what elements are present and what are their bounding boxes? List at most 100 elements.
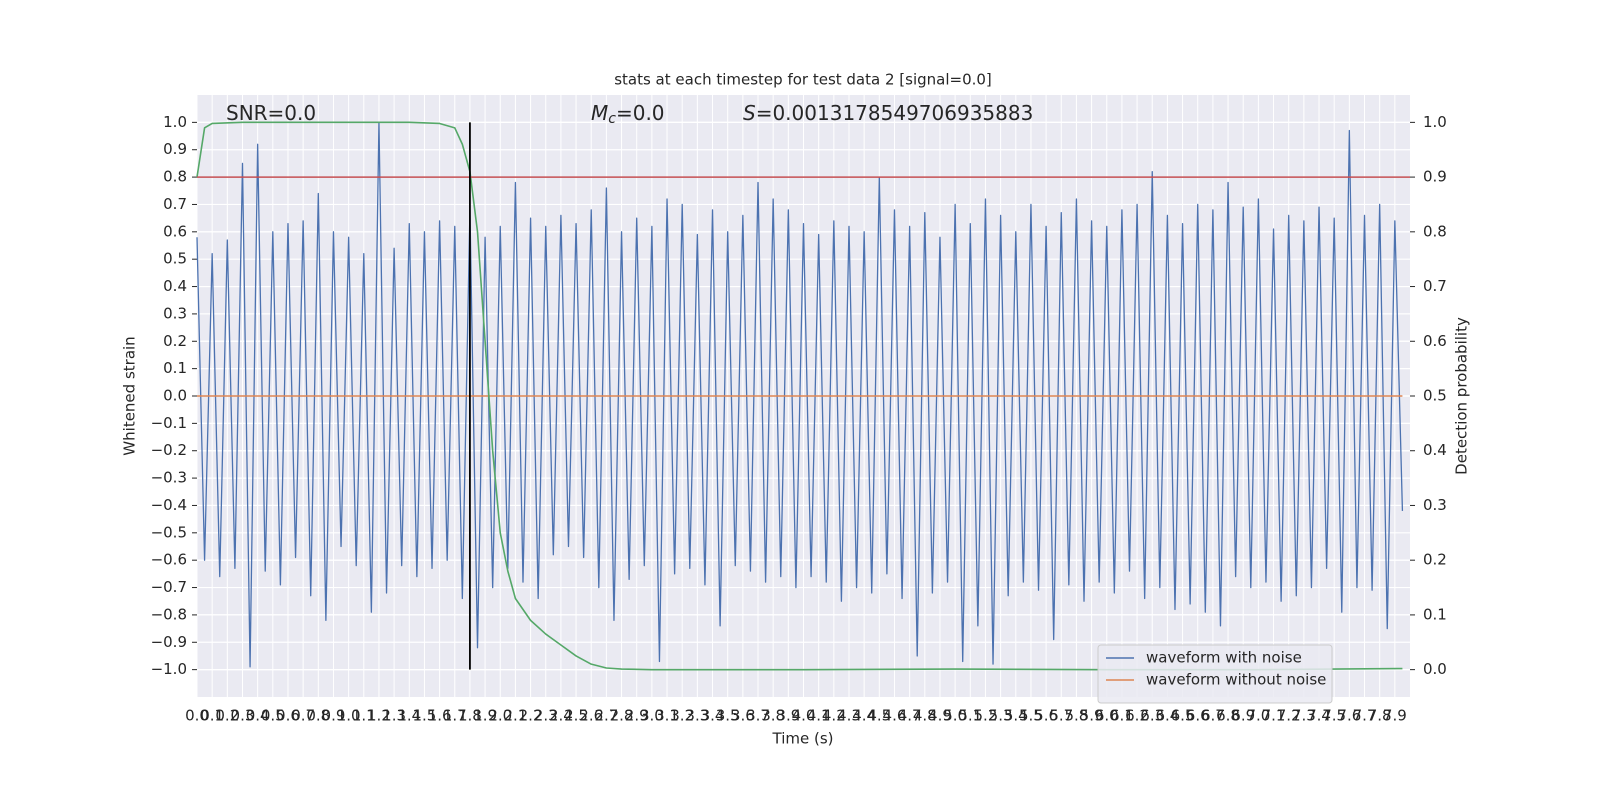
x-tick-label: 3.2	[670, 707, 694, 725]
x-tick-label: 1.5	[413, 707, 437, 725]
annotation-subscript: c	[608, 111, 616, 127]
x-tick-label: 6.4	[1155, 707, 1179, 725]
x-tick-label: 2.5	[564, 707, 588, 725]
x-tick-label: 2.4	[549, 707, 573, 725]
annotation: SNR=0.0	[226, 101, 316, 125]
x-tick-label: 1.4	[397, 707, 421, 725]
x-tick-label: 2.3	[534, 707, 558, 725]
x-tick-label: 1.1	[352, 707, 376, 725]
annotation-symbol: S	[743, 101, 756, 125]
x-tick-label: 3.3	[685, 707, 709, 725]
x-tick-label: 1.9	[473, 707, 497, 725]
x-tick-label: 5.6	[1034, 707, 1058, 725]
x-tick-label: 4.2	[822, 707, 846, 725]
x-tick-label: 6.0	[1095, 707, 1119, 725]
legend-label: waveform with noise	[1146, 649, 1302, 667]
x-tick-label: 6.5	[1171, 707, 1195, 725]
x-tick-label: 4.3	[837, 707, 861, 725]
y-tick-label: 0.6	[163, 222, 187, 240]
x-tick-label: 0.6	[276, 707, 300, 725]
y-tick-label: −0.2	[151, 441, 187, 459]
x-tick-label: 6.3	[1140, 707, 1164, 725]
x-tick-label: 4.5	[867, 707, 891, 725]
y-tick-label: −0.4	[151, 496, 187, 514]
x-tick-label: 1.7	[443, 707, 467, 725]
marks	[196, 121, 1410, 671]
x-tick-label: 4.4	[852, 707, 876, 725]
y2-tick-label: 0.0	[1423, 660, 1447, 678]
y-tick-label: 0.2	[163, 332, 187, 350]
x-tick-label: 6.2	[1125, 707, 1149, 725]
x-tick-label: 7.6	[1337, 707, 1361, 725]
series-line	[196, 121, 1404, 668]
x-tick-label: 7.0	[1246, 707, 1270, 725]
x-tick-label: 4.7	[898, 707, 922, 725]
y-tick-label: −0.9	[151, 633, 187, 651]
x-tick-label: 2.8	[610, 707, 634, 725]
y-tick-label: 0.3	[163, 304, 187, 322]
x-tick-label: 3.9	[776, 707, 800, 725]
y2-tick-label: 0.7	[1423, 277, 1447, 295]
legend-box	[1097, 644, 1333, 704]
x-tick-label: 7.9	[1383, 707, 1407, 725]
y-tick-label: −0.5	[151, 523, 187, 541]
y-tick-label: −0.8	[151, 605, 187, 623]
x-tick-label: 3.7	[746, 707, 770, 725]
x-tick-label: 6.6	[1186, 707, 1210, 725]
x-tick-label: 7.3	[1292, 707, 1316, 725]
x-tick-label: 2.9	[625, 707, 649, 725]
y-tick-label: 0.8	[163, 168, 187, 186]
y2-tick-label: 1.0	[1423, 113, 1447, 131]
x-tick-label: 1.6	[428, 707, 452, 725]
x-tick-label: 6.9	[1231, 707, 1255, 725]
y2-tick-label: 0.3	[1423, 496, 1447, 514]
y-tick-label: 0.0	[163, 387, 187, 405]
x-tick-label: 4.0	[792, 707, 816, 725]
x-axis-label: Time (s)	[772, 730, 834, 748]
y-tick-label: 0.5	[163, 250, 187, 268]
x-tick-label: 3.1	[655, 707, 679, 725]
y-tick-label: 1.0	[163, 113, 187, 131]
x-tick-label: 3.5	[716, 707, 740, 725]
x-tick-label: 4.1	[807, 707, 831, 725]
x-tick-label: 5.1	[958, 707, 982, 725]
annotation-text: SNR=0.0	[226, 101, 316, 125]
annotation: S=0.0013178549706935883	[743, 101, 1033, 125]
x-tick-label: 5.2	[974, 707, 998, 725]
x-tick-label: 0.0	[185, 707, 209, 725]
y-tick-label: −0.6	[151, 551, 187, 569]
x-tick-label: 7.4	[1307, 707, 1331, 725]
y2-tick-label: 0.4	[1423, 441, 1447, 459]
x-tick-label: 3.4	[701, 707, 725, 725]
x-tick-label: 5.9	[1080, 707, 1104, 725]
x-tick-label: 3.6	[731, 707, 755, 725]
y-tick-label: 0.9	[163, 140, 187, 158]
x-tick-label: 6.7	[1201, 707, 1225, 725]
y-axis-label: Whitened strain	[121, 336, 139, 455]
y2-tick-label: 0.6	[1423, 332, 1447, 350]
x-tick-label: 2.0	[488, 707, 512, 725]
x-tick-label: 2.6	[579, 707, 603, 725]
legend-label: waveform without noise	[1146, 671, 1326, 689]
x-tick-label: 1.2	[367, 707, 391, 725]
x-tick-label: 5.3	[989, 707, 1013, 725]
y2-tick-label: 0.2	[1423, 551, 1447, 569]
y2-axis-label: Detection probability	[1453, 317, 1471, 475]
x-tick-label: 6.8	[1216, 707, 1240, 725]
x-tick-label: 7.5	[1322, 707, 1346, 725]
y-tick-label: −0.1	[151, 414, 187, 432]
x-tick-label: 1.8	[458, 707, 482, 725]
y-tick-label: −0.3	[151, 469, 187, 487]
y-tick-label: 0.7	[163, 195, 187, 213]
annotation-text: =0.0013178549706935883	[756, 101, 1034, 125]
y-tick-label: 0.1	[163, 359, 187, 377]
x-tick-label: 2.2	[519, 707, 543, 725]
y-tick-label: 0.4	[163, 277, 187, 295]
x-tick-label: 2.1	[503, 707, 527, 725]
x-tick-label: 4.8	[913, 707, 937, 725]
x-tick-label: 0.1	[200, 707, 224, 725]
series-line	[196, 121, 1403, 671]
x-tick-label: 0.7	[291, 707, 315, 725]
